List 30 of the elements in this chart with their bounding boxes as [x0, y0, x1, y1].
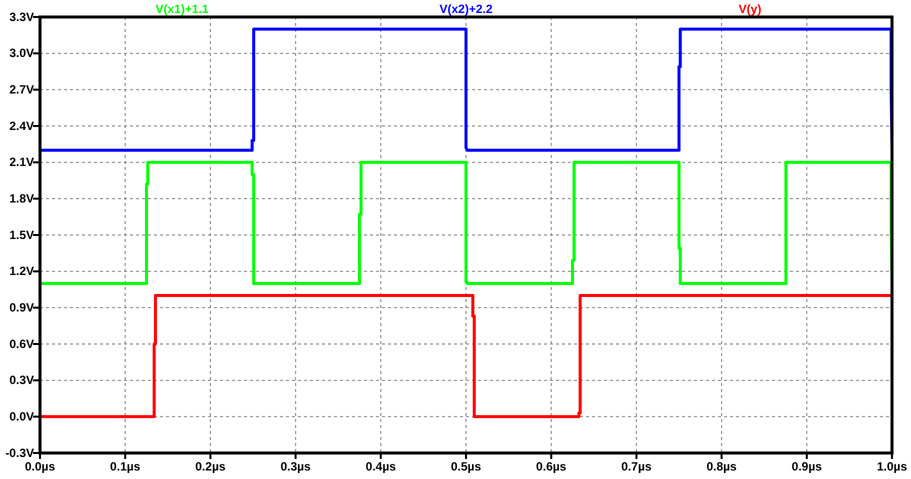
x-tick-label: 0.5µs — [450, 460, 482, 474]
x-tick-label: 1.0µs — [876, 460, 908, 474]
x-tick-label: 0.8µs — [706, 460, 738, 474]
y-tick-label: 1.5V — [9, 228, 34, 242]
x-tick-label: 0.7µs — [621, 460, 652, 474]
series-label: V(x2)+2.2 — [439, 2, 493, 16]
line-series — [38, 160, 894, 285]
y-tick-label: 2.4V — [9, 118, 34, 133]
y-tick-label: 3.3V — [9, 10, 34, 24]
y-tick-label: 0.9V — [9, 300, 34, 315]
text: V(y) — [738, 2, 762, 16]
y-tick-label: 3.0V — [9, 46, 34, 60]
x-tick-label: 0.9µs — [792, 460, 822, 474]
y-tick-label: 2.7V — [9, 82, 34, 97]
line-series — [38, 294, 894, 418]
y-tick-label: 0.3V — [9, 373, 34, 388]
line-series — [38, 28, 894, 152]
x-tick-label: 0.2µs — [195, 460, 226, 474]
y-tick-label: -0.3V — [5, 446, 34, 460]
x-tick-label: 0.0µs — [24, 460, 56, 474]
y-tick-label: 0.0V — [9, 410, 34, 424]
y-tick-label: 0.6V — [9, 336, 34, 351]
x-tick-label: 0.6µs — [536, 460, 567, 474]
y-tick-label: 2.1V — [9, 155, 34, 170]
text: V(x1)+1.1 — [155, 2, 209, 16]
x-tick-label: 0.4µs — [366, 460, 396, 474]
y-tick-label: 1.2V — [9, 264, 34, 278]
y-tick-label: 1.8V — [9, 192, 34, 206]
x-tick-label: 0.1µs — [110, 460, 141, 474]
x-tick-label: 0.3µs — [280, 460, 312, 474]
